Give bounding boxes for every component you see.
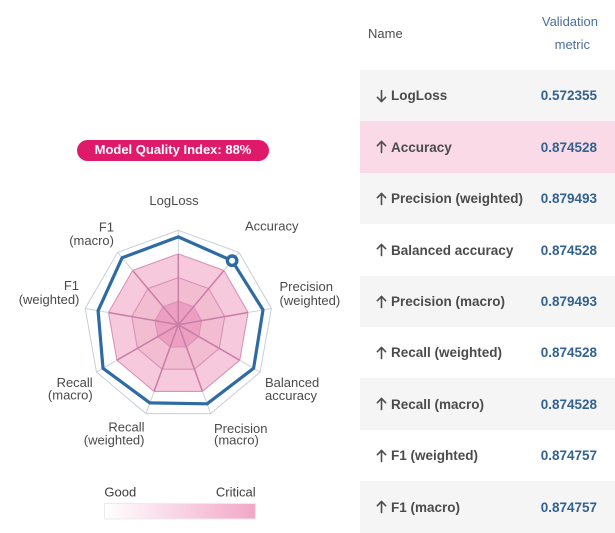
svg-text:(macro): (macro) — [214, 432, 259, 447]
svg-text:(macro): (macro) — [69, 233, 114, 248]
svg-text:Precision: Precision — [214, 421, 267, 436]
svg-text:Precision: Precision — [280, 279, 333, 294]
svg-text:Critical: Critical — [216, 484, 256, 499]
svg-text:(weighted): (weighted) — [19, 292, 80, 307]
svg-text:F1: F1 — [99, 220, 114, 235]
svg-text:(weighted): (weighted) — [280, 293, 341, 308]
svg-text:accuracy: accuracy — [265, 388, 318, 403]
svg-text:Balanced: Balanced — [265, 375, 319, 390]
svg-text:Accuracy: Accuracy — [245, 218, 299, 233]
svg-text:Good: Good — [104, 484, 136, 499]
svg-text:(weighted): (weighted) — [84, 432, 145, 447]
svg-text:F1: F1 — [64, 278, 79, 293]
svg-text:Recall: Recall — [108, 420, 144, 435]
svg-text:Recall: Recall — [57, 375, 93, 390]
svg-text:LogLoss: LogLoss — [149, 193, 199, 208]
svg-text:(macro): (macro) — [48, 387, 93, 402]
